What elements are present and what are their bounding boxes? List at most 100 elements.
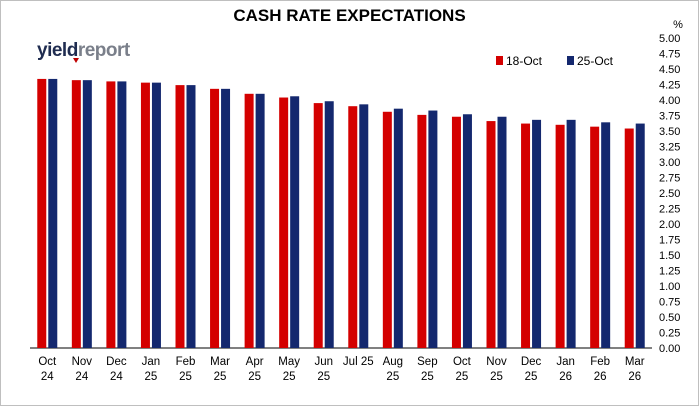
y-tick-label: 3.75 bbox=[659, 111, 680, 123]
y-tick-label: 0.25 bbox=[659, 328, 680, 340]
x-tick-label-year: 25 bbox=[283, 371, 296, 383]
y-tick-label: 2.25 bbox=[659, 204, 680, 216]
bar-25-Oct-Mar-26 bbox=[635, 123, 645, 348]
x-tick-label: Nov bbox=[486, 356, 507, 368]
y-tick-label: 0.50 bbox=[659, 312, 680, 324]
chart-title: CASH RATE EXPECTATIONS bbox=[233, 6, 466, 25]
x-tick-label-year: 25 bbox=[456, 371, 469, 383]
y-tick-label: 1.00 bbox=[659, 281, 680, 293]
y-tick-label: 1.50 bbox=[659, 250, 680, 262]
legend-label-25-Oct: 25-Oct bbox=[577, 54, 614, 68]
x-tick-label: Jul 25 bbox=[343, 356, 374, 368]
logo-marker-icon bbox=[73, 58, 79, 63]
bar-18-Oct-Nov-24 bbox=[71, 80, 81, 348]
logo-text-report: report bbox=[77, 40, 130, 61]
x-tick-label: Mar bbox=[625, 356, 645, 368]
x-tick-label: Jun bbox=[314, 356, 333, 368]
bar-18-Oct-Oct-25 bbox=[451, 116, 461, 349]
bar-25-Oct-Nov-25 bbox=[497, 116, 507, 349]
legend-swatch-25-Oct bbox=[567, 56, 574, 65]
bar-25-Oct-Feb-25 bbox=[186, 85, 196, 349]
bar-18-Oct-Apr-25 bbox=[244, 93, 254, 348]
bar-18-Oct-Jun-25 bbox=[313, 103, 323, 348]
bar-25-Oct-Sep-25 bbox=[428, 110, 438, 348]
bar-25-Oct-Dec-24 bbox=[117, 81, 127, 349]
bar-18-Oct-Mar-26 bbox=[624, 128, 634, 348]
bar-25-Oct-Jan-26 bbox=[566, 119, 576, 348]
bar-18-Oct-Aug-25 bbox=[382, 111, 392, 348]
bar-18-Oct-Dec-24 bbox=[106, 81, 116, 349]
x-tick-label: Oct bbox=[453, 356, 472, 368]
y-tick-label: 2.00 bbox=[659, 219, 680, 231]
bar-18-Oct-Jan-25 bbox=[140, 82, 150, 348]
x-tick-label-year: 25 bbox=[179, 371, 192, 383]
x-tick-label: Mar bbox=[210, 356, 230, 368]
y-tick-label: 1.75 bbox=[659, 235, 680, 247]
bar-18-Oct-May-25 bbox=[279, 97, 289, 349]
x-tick-label: Nov bbox=[72, 356, 93, 368]
bar-25-Oct-Feb-26 bbox=[601, 122, 611, 348]
bar-25-Oct-Jan-25 bbox=[151, 82, 161, 348]
bar-18-Oct-Mar-25 bbox=[210, 88, 220, 348]
bar-25-Oct-Aug-25 bbox=[393, 108, 403, 349]
x-tick-label-year: 25 bbox=[421, 371, 434, 383]
x-tick-label-year: 25 bbox=[248, 371, 261, 383]
legend-swatch-18-Oct bbox=[496, 56, 503, 65]
bar-18-Oct-Sep-25 bbox=[417, 114, 427, 348]
bar-25-Oct-Jun-25 bbox=[324, 101, 334, 349]
bar-18-Oct-Nov-25 bbox=[486, 121, 496, 348]
y-tick-label: 3.00 bbox=[659, 157, 680, 169]
bar-25-Oct-May-25 bbox=[290, 96, 300, 348]
yieldreport-logo: yieldreport bbox=[37, 40, 130, 62]
y-tick-label: 5.00 bbox=[659, 33, 680, 45]
y-tick-label: 3.25 bbox=[659, 142, 680, 154]
y-tick-label: 0.00 bbox=[659, 343, 680, 355]
x-tick-label: May bbox=[278, 356, 300, 368]
legend-label-18-Oct: 18-Oct bbox=[506, 54, 543, 68]
x-tick-label: Apr bbox=[246, 356, 264, 368]
bar-18-Oct-Jul-25 bbox=[348, 106, 358, 348]
bar-18-Oct-Jan-26 bbox=[555, 124, 565, 348]
x-tick-label-year: 26 bbox=[594, 371, 607, 383]
x-tick-label-year: 25 bbox=[386, 371, 399, 383]
x-tick-label: Feb bbox=[176, 356, 196, 368]
y-tick-label: 4.25 bbox=[659, 80, 680, 92]
logo-text-yield: yield bbox=[37, 40, 78, 61]
bar-25-Oct-Nov-24 bbox=[82, 80, 92, 348]
y-tick-label: 4.50 bbox=[659, 64, 680, 76]
bar-25-Oct-Jul-25 bbox=[359, 104, 369, 348]
bar-18-Oct-Feb-26 bbox=[590, 126, 600, 348]
y-tick-label: 1.25 bbox=[659, 266, 680, 278]
x-tick-label: Dec bbox=[106, 356, 127, 368]
x-tick-label-year: 25 bbox=[317, 371, 330, 383]
y-tick-label: 2.75 bbox=[659, 173, 680, 185]
x-tick-label: Jan bbox=[556, 356, 575, 368]
x-tick-label-year: 25 bbox=[490, 371, 503, 383]
x-tick-label-year: 26 bbox=[559, 371, 572, 383]
bar-25-Oct-Mar-25 bbox=[221, 88, 231, 348]
y-tick-label: 3.50 bbox=[659, 126, 680, 138]
x-tick-label: Sep bbox=[417, 356, 437, 368]
bar-18-Oct-Oct-24 bbox=[37, 78, 47, 349]
bar-18-Oct-Dec-25 bbox=[521, 123, 531, 348]
y-tick-label: 4.75 bbox=[659, 49, 680, 61]
bar-25-Oct-Oct-25 bbox=[462, 114, 472, 348]
x-tick-label-year: 25 bbox=[214, 371, 227, 383]
x-tick-label: Aug bbox=[383, 356, 403, 368]
x-tick-label: Jan bbox=[142, 356, 161, 368]
x-tick-label: Oct bbox=[38, 356, 57, 368]
x-tick-label-year: 25 bbox=[525, 371, 538, 383]
bar-18-Oct-Feb-25 bbox=[175, 85, 185, 349]
bar-25-Oct-Apr-25 bbox=[255, 93, 265, 348]
bar-25-Oct-Oct-24 bbox=[48, 78, 58, 349]
y-tick-label: 2.50 bbox=[659, 188, 680, 200]
x-tick-label: Feb bbox=[590, 356, 610, 368]
y-tick-label: 4.00 bbox=[659, 95, 680, 107]
x-tick-label-year: 25 bbox=[145, 371, 158, 383]
y-axis-unit-label: % bbox=[673, 19, 683, 31]
x-tick-label-year: 24 bbox=[110, 371, 123, 383]
y-tick-label: 0.75 bbox=[659, 297, 680, 309]
x-tick-label-year: 26 bbox=[628, 371, 641, 383]
x-tick-label-year: 24 bbox=[41, 371, 54, 383]
